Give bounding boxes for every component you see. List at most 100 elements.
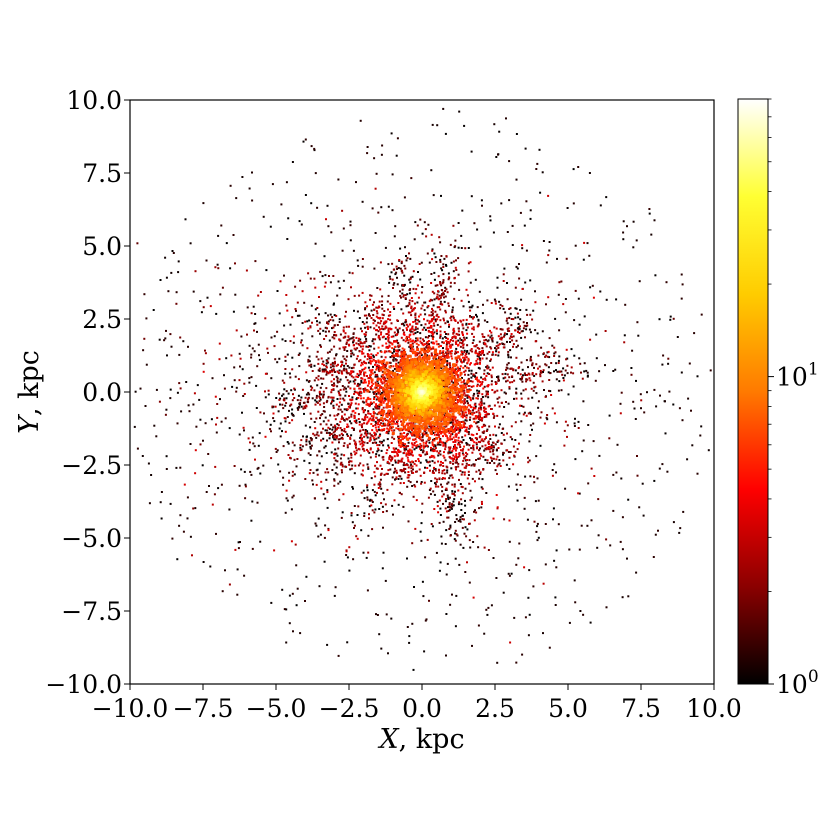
heat-cell bbox=[370, 317, 373, 319]
heat-cell bbox=[328, 339, 331, 342]
heat-cell bbox=[248, 381, 251, 384]
heat-cell bbox=[381, 336, 384, 339]
heat-cell bbox=[366, 384, 369, 387]
heat-cell bbox=[335, 354, 337, 357]
heat-cell bbox=[393, 350, 395, 353]
heat-cell bbox=[295, 604, 298, 607]
heat-cell bbox=[491, 339, 494, 342]
heat-cell bbox=[436, 318, 439, 321]
heat-cell bbox=[329, 313, 332, 316]
heat-cell bbox=[448, 449, 451, 451]
heat-cell bbox=[350, 367, 353, 370]
heat-cell bbox=[444, 295, 447, 298]
heat-cell bbox=[370, 294, 373, 297]
heat-cell bbox=[454, 350, 457, 353]
heat-cell bbox=[416, 327, 419, 330]
heat-cell bbox=[479, 473, 482, 475]
heat-cell bbox=[531, 396, 534, 399]
heat-cell bbox=[343, 349, 346, 351]
heat-cell bbox=[477, 352, 479, 355]
heat-cell bbox=[574, 244, 577, 247]
heat-cell bbox=[407, 451, 410, 454]
heat-cell bbox=[433, 461, 436, 464]
heat-cell bbox=[384, 579, 387, 582]
heat-cell bbox=[440, 255, 443, 257]
heat-cell bbox=[437, 452, 440, 455]
heat-cell bbox=[442, 493, 445, 496]
heat-cell bbox=[472, 406, 475, 409]
heat-cell bbox=[333, 457, 336, 460]
heat-cell bbox=[452, 339, 455, 342]
heat-cell bbox=[466, 388, 469, 391]
heat-cell bbox=[347, 381, 350, 384]
heat-cell bbox=[376, 306, 379, 309]
heat-cell bbox=[374, 338, 377, 341]
heat-cell bbox=[426, 306, 429, 309]
heat-cell bbox=[359, 454, 362, 457]
heat-cell bbox=[524, 336, 526, 339]
heat-cell bbox=[335, 466, 338, 469]
heat-cell bbox=[408, 641, 411, 644]
heat-cell bbox=[535, 363, 538, 366]
heat-cell bbox=[457, 257, 460, 260]
heat-cell bbox=[526, 322, 528, 324]
heat-cell bbox=[396, 452, 399, 455]
heat-cell bbox=[266, 347, 269, 350]
heat-cell bbox=[361, 200, 364, 203]
heat-cell bbox=[430, 314, 433, 317]
heat-cell bbox=[333, 424, 336, 427]
heat-cell bbox=[475, 441, 478, 444]
heat-cell bbox=[499, 333, 502, 336]
heat-cell bbox=[431, 123, 434, 126]
heat-cell bbox=[395, 334, 398, 336]
heat-cell bbox=[276, 290, 279, 292]
heat-cell bbox=[534, 500, 537, 503]
heat-cell bbox=[487, 441, 490, 444]
heat-cell bbox=[433, 324, 436, 327]
heat-cell bbox=[466, 294, 469, 297]
heat-cell bbox=[621, 516, 624, 519]
heat-cell bbox=[371, 207, 374, 210]
heat-cell bbox=[342, 346, 345, 349]
heat-cell bbox=[307, 272, 310, 275]
heat-cell bbox=[680, 297, 683, 300]
heat-cell bbox=[275, 397, 278, 399]
heat-cell bbox=[417, 271, 419, 273]
heat-cell bbox=[332, 384, 335, 387]
heat-cell bbox=[302, 140, 305, 143]
heat-cell bbox=[485, 448, 488, 451]
heat-cell bbox=[283, 274, 285, 277]
heat-cell bbox=[353, 327, 356, 330]
heat-cell bbox=[291, 399, 294, 402]
heat-cell bbox=[397, 361, 400, 364]
heat-cell bbox=[451, 505, 454, 508]
heat-cell bbox=[288, 421, 291, 424]
heat-cell bbox=[133, 425, 136, 428]
heat-cell bbox=[336, 423, 339, 426]
heat-cell bbox=[375, 324, 378, 327]
heat-cell bbox=[449, 534, 452, 537]
heat-cell bbox=[357, 505, 360, 508]
heat-cell bbox=[529, 217, 532, 220]
heat-cell bbox=[357, 339, 360, 342]
heat-cell bbox=[472, 339, 475, 342]
heat-cell bbox=[283, 388, 286, 391]
heat-cell bbox=[405, 320, 408, 323]
heat-cell bbox=[680, 273, 683, 276]
heat-cell bbox=[400, 269, 403, 272]
heat-cell bbox=[374, 381, 377, 384]
heat-cell bbox=[536, 332, 539, 335]
heat-cell bbox=[329, 371, 332, 374]
heat-cell bbox=[346, 435, 349, 437]
heat-cell bbox=[439, 296, 442, 299]
heat-cell bbox=[450, 261, 453, 264]
heat-cell bbox=[378, 481, 381, 484]
heat-cell bbox=[310, 444, 313, 447]
heat-cell bbox=[348, 366, 351, 369]
heat-cell bbox=[551, 469, 554, 471]
heat-cell bbox=[397, 478, 400, 480]
heat-cell bbox=[319, 327, 322, 330]
heat-cell bbox=[454, 625, 457, 628]
heat-cell bbox=[382, 422, 385, 425]
heat-cell bbox=[291, 470, 294, 473]
